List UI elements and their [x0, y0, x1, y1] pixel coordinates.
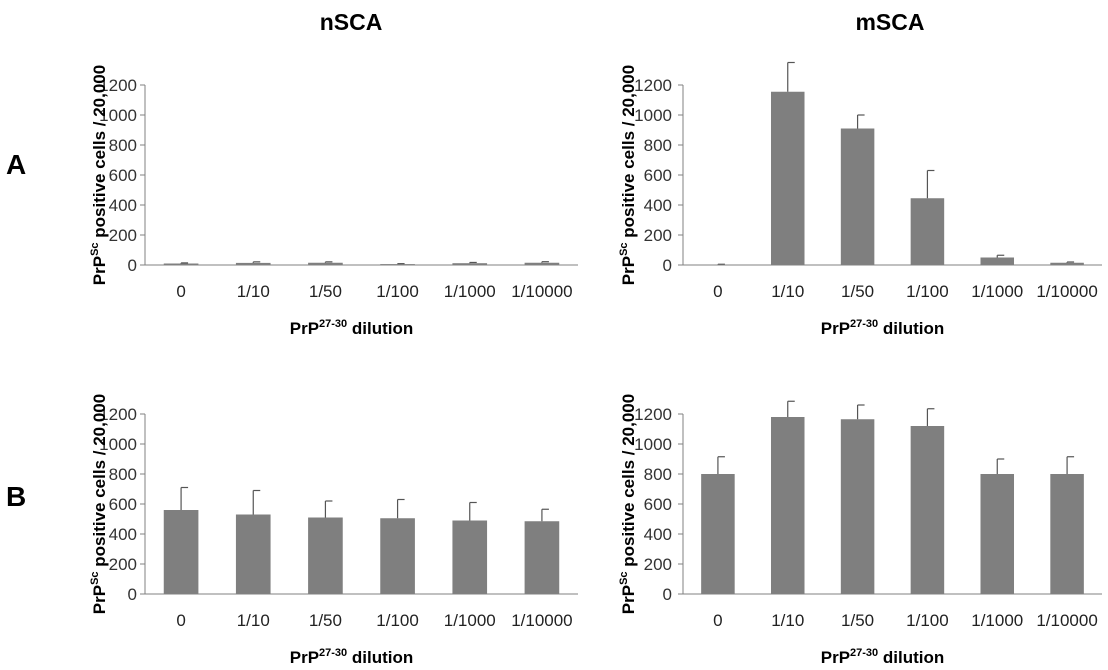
x-tick-label: 1/10	[237, 611, 270, 630]
y-tick-label: 600	[109, 166, 137, 185]
bar	[770, 91, 805, 265]
y-tick-label: 1200	[634, 76, 672, 95]
y-tick-label: 1200	[634, 405, 672, 424]
x-tick-label: 1/10	[771, 611, 804, 630]
y-tick-label: 1000	[99, 435, 137, 454]
column-title-msca: mSCA	[855, 9, 924, 35]
y-tick-label: 400	[109, 525, 137, 544]
row-label-a: A	[6, 149, 26, 180]
bar	[910, 198, 945, 265]
bar	[840, 128, 875, 265]
x-tick-label: 1/100	[906, 282, 949, 301]
y-axis-title: PrPSc positive cells / 20,000	[618, 65, 638, 285]
y-tick-label: 0	[128, 585, 137, 604]
column-title-nsca: nSCA	[320, 9, 383, 35]
x-axis-title: PrP27-30 dilution	[821, 647, 945, 667]
y-tick-label: 200	[109, 226, 137, 245]
x-tick-label: 0	[176, 611, 185, 630]
x-tick-label: 1/50	[841, 611, 874, 630]
x-axis-title: PrP27-30 dilution	[290, 647, 414, 667]
y-tick-label: 1000	[634, 435, 672, 454]
y-tick-label: 400	[644, 525, 672, 544]
x-tick-label: 1/10000	[511, 282, 572, 301]
chart-panel-nsca-a: 0 200 400 600 800 1000 1200 0 1/10 1/50 1/100 1/100…	[89, 65, 578, 338]
bar	[163, 263, 199, 265]
bar	[235, 514, 271, 594]
y-tick-label: 200	[109, 555, 137, 574]
y-tick-label: 0	[663, 585, 672, 604]
y-tick-label: 200	[644, 555, 672, 574]
x-axis-title: PrP27-30 dilution	[290, 318, 414, 338]
bar	[910, 426, 945, 594]
y-tick-label: 1000	[99, 106, 137, 125]
y-tick-label: 1000	[634, 106, 672, 125]
x-tick-label: 1/100	[376, 282, 419, 301]
y-tick-label: 200	[644, 226, 672, 245]
y-tick-label: 800	[109, 465, 137, 484]
bar	[163, 510, 199, 594]
y-tick-label: 800	[109, 136, 137, 155]
bar	[701, 474, 735, 594]
bar	[524, 262, 560, 265]
bar	[1050, 262, 1084, 265]
x-tick-label: 1/10	[771, 282, 804, 301]
bar	[452, 263, 488, 265]
y-tick-label: 400	[109, 196, 137, 215]
y-tick-label: 0	[663, 256, 672, 275]
y-axis-title: PrPSc positive cells / 20,000	[618, 394, 638, 614]
y-tick-label: 600	[109, 495, 137, 514]
x-tick-label: 1/1000	[971, 611, 1023, 630]
x-tick-label: 1/1000	[444, 611, 496, 630]
y-tick-label: 600	[644, 495, 672, 514]
x-tick-label: 1/50	[841, 282, 874, 301]
y-tick-label: 800	[644, 465, 672, 484]
x-tick-label: 1/100	[906, 611, 949, 630]
bar	[770, 417, 805, 594]
x-tick-label: 1/100	[376, 611, 419, 630]
x-tick-label: 1/50	[309, 282, 342, 301]
row-label-b: B	[6, 481, 26, 512]
bar	[980, 474, 1015, 594]
bar	[1050, 474, 1084, 594]
bar	[235, 262, 271, 265]
bar	[452, 520, 488, 594]
bar	[308, 517, 343, 594]
x-tick-label: 1/50	[309, 611, 342, 630]
x-tick-label: 1/10	[237, 282, 270, 301]
chart-panel-msca-b: 0 200 400 600 800 1000 1200 0 1/10 1/50 1/100 1/100…	[618, 394, 1102, 667]
chart-panel-msca-a: 0 200 400 600 800 1000 1200 0 1/10 1/50 1/100 1/100…	[618, 61, 1102, 338]
bar	[524, 521, 560, 594]
bar	[980, 257, 1015, 265]
y-tick-label: 400	[644, 196, 672, 215]
x-tick-label: 0	[713, 611, 722, 630]
x-tick-label: 1/1000	[444, 282, 496, 301]
bar	[380, 518, 415, 594]
chart-panel-nsca-b: 0 200 400 600 800 1000 1200 0 1/10 1/50 1/100 1/100…	[89, 394, 578, 667]
y-tick-label: 1200	[99, 405, 137, 424]
x-axis-title: PrP27-30 dilution	[821, 318, 945, 338]
y-tick-label: 1200	[99, 76, 137, 95]
y-axis-title: PrPSc positive cells / 20,000	[89, 65, 109, 285]
bar	[308, 262, 343, 265]
y-axis-title: PrPSc positive cells / 20,000	[89, 394, 109, 614]
x-tick-label: 0	[713, 282, 722, 301]
bar	[840, 419, 875, 594]
x-tick-label: 1/10000	[1036, 611, 1097, 630]
y-tick-label: 0	[128, 256, 137, 275]
x-tick-label: 1/1000	[971, 282, 1023, 301]
y-tick-label: 600	[644, 166, 672, 185]
y-tick-label: 800	[644, 136, 672, 155]
x-tick-label: 1/10000	[1036, 282, 1097, 301]
x-tick-label: 1/10000	[511, 611, 572, 630]
x-tick-label: 0	[176, 282, 185, 301]
